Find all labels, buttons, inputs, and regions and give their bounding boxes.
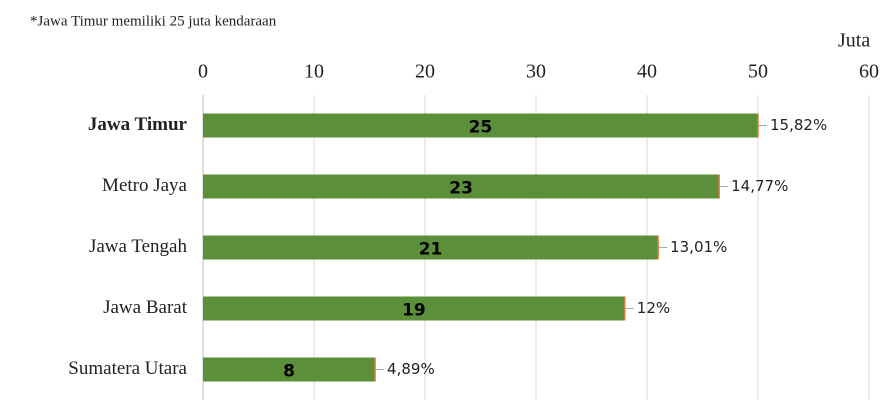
percent-label: 14,77% <box>731 177 788 195</box>
category-label: Jawa Timur <box>88 114 188 135</box>
category-label: Jawa Tengah <box>89 236 188 257</box>
category-label: Metro Jaya <box>102 175 188 196</box>
inner-label: 8 <box>283 362 295 382</box>
bar <box>203 174 720 199</box>
inner-label: 25 <box>469 118 493 138</box>
percent-label: 4,89% <box>387 360 435 378</box>
x-tick-label: 40 <box>637 61 657 83</box>
bar <box>203 235 659 260</box>
percent-label: 15,82% <box>770 116 827 134</box>
category-label: Sumatera Utara <box>68 358 187 379</box>
inner-label: 19 <box>402 301 426 321</box>
inner-label: 21 <box>419 240 443 260</box>
percent-label: 12% <box>637 299 670 317</box>
x-tick-label: 0 <box>198 61 208 83</box>
x-tick-label: 20 <box>415 61 435 83</box>
x-tick-label: 60 <box>859 61 879 83</box>
bar <box>203 113 758 138</box>
bar <box>203 357 376 382</box>
unit-label: Juta <box>838 30 870 52</box>
inner-label: 23 <box>449 179 473 199</box>
chart-title: *Jawa Timur memiliki 25 juta kendaraan <box>30 13 277 29</box>
x-tick-label: 50 <box>748 61 768 83</box>
x-tick-label: 30 <box>526 61 546 83</box>
bar <box>203 296 625 321</box>
category-label: Jawa Barat <box>103 297 188 318</box>
x-tick-label: 10 <box>304 61 324 83</box>
percent-label: 13,01% <box>670 238 727 256</box>
